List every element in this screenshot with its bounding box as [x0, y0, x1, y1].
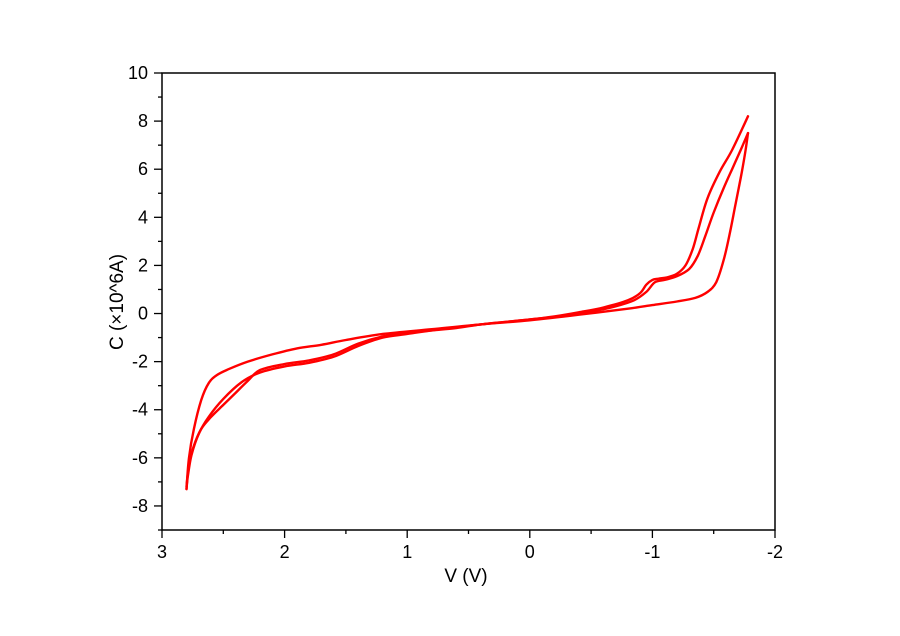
y-tick-label: 0: [138, 304, 148, 324]
y-tick-label: 10: [128, 63, 148, 83]
y-tick-label: -2: [132, 352, 148, 372]
y-tick-label: -8: [132, 496, 148, 516]
y-axis-label: C (×10^6A): [107, 254, 128, 350]
x-tick-label: -1: [644, 542, 660, 562]
x-tick-label: 3: [157, 542, 167, 562]
x-tick-label: -2: [767, 542, 783, 562]
x-tick-label: 0: [525, 542, 535, 562]
y-tick-label: 4: [138, 207, 148, 227]
x-tick-label: 1: [402, 542, 412, 562]
y-tick-label: -6: [132, 448, 148, 468]
y-tick-label: -4: [132, 400, 148, 420]
y-tick-label: 6: [138, 159, 148, 179]
x-tick-label: 2: [280, 542, 290, 562]
y-tick-label: 8: [138, 111, 148, 131]
y-tick-label: 2: [138, 255, 148, 275]
x-axis-label: V (V): [444, 566, 487, 587]
